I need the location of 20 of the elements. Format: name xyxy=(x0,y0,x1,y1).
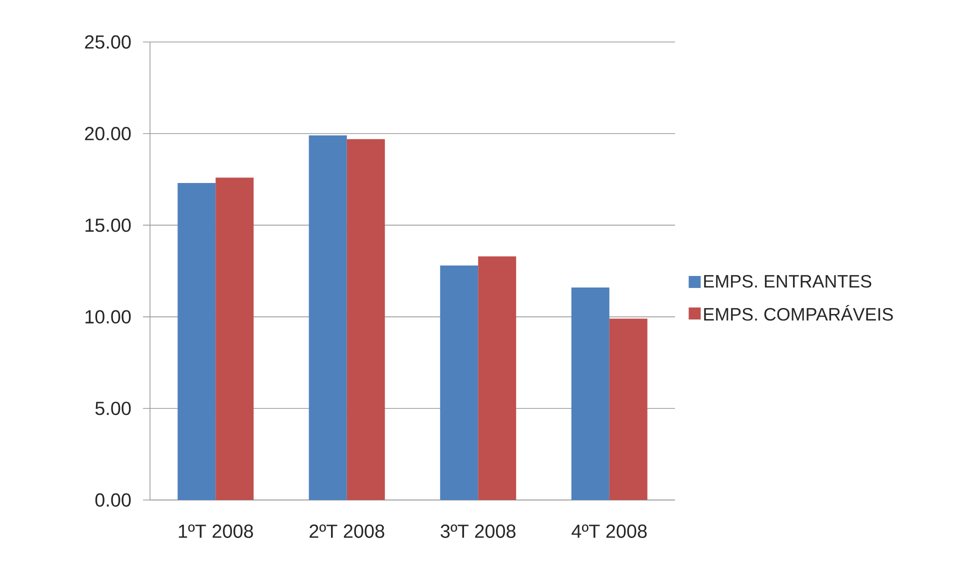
legend-label: EMPS. COMPARÁVEIS xyxy=(704,304,893,321)
bar xyxy=(346,139,385,500)
y-tick-label: 25.00 xyxy=(85,35,131,49)
bar xyxy=(178,183,216,500)
x-tick-label: 1ºT 2008 xyxy=(178,524,253,538)
bar xyxy=(308,135,347,500)
bar xyxy=(571,287,610,500)
y-tick-label: 20.00 xyxy=(85,126,131,140)
y-tick-label: 5.00 xyxy=(95,402,131,416)
legend-label: EMPS. ENTRANTES xyxy=(704,274,872,288)
bar xyxy=(216,178,254,500)
bar xyxy=(440,266,478,500)
x-tick-label: 2ºT 2008 xyxy=(310,524,384,538)
y-tick-label: 0.00 xyxy=(95,493,131,507)
y-tick-label: 15.00 xyxy=(86,218,131,232)
bar xyxy=(478,256,516,500)
x-tick-label: 3ºT 2008 xyxy=(440,524,516,538)
x-tick-label: 4ºT 2008 xyxy=(572,524,647,538)
bar xyxy=(609,318,648,500)
y-tick-label: 10.00 xyxy=(86,310,131,324)
